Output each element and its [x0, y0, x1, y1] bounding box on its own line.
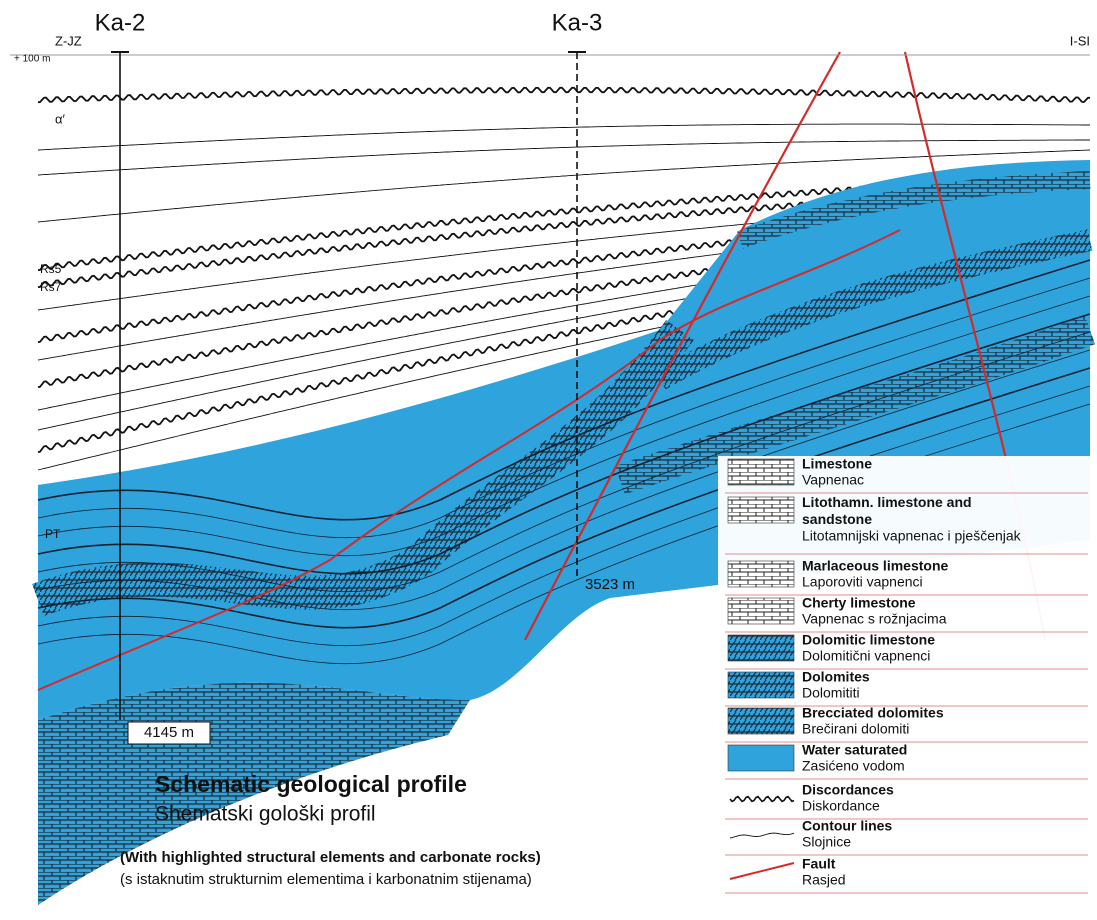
- legend-swatch: [727, 458, 795, 486]
- fault: [524, 51, 841, 641]
- contour-line: [37, 331, 1091, 593]
- legend-name: Discordances: [802, 782, 894, 798]
- legend-swatch: [727, 634, 795, 662]
- legend-local: Litotamnijski vapnenac i pješčenjak: [802, 528, 1022, 544]
- legend-local: Rasjed: [802, 872, 846, 888]
- legend-name: Marlaceous limestone: [802, 558, 948, 574]
- contour-line: [37, 139, 1090, 176]
- contour-line: [37, 313, 1091, 575]
- contour-line: [37, 123, 1090, 151]
- legend-swatch: [727, 707, 795, 735]
- legend-local: Laporoviti vapnenci: [802, 574, 923, 590]
- legend-name-part: sandstone: [802, 511, 872, 527]
- subtitle: (With highlighted structural elements an…: [120, 849, 541, 866]
- fault: [37, 229, 901, 691]
- legend-name: Limestone: [802, 456, 872, 472]
- legend-swatch: [729, 832, 795, 839]
- legend-swatch: [727, 597, 795, 625]
- direction: Z-JZ: [55, 33, 82, 48]
- legend-name: Dolomitic limestone: [802, 632, 935, 648]
- legend-swatch: [727, 744, 795, 772]
- contour-line: [37, 149, 1091, 223]
- legend-name: Brecciated dolomites: [802, 705, 944, 721]
- legend-name: Cherty limestone: [802, 595, 916, 611]
- well-depth: 4145 m: [144, 724, 194, 741]
- contour-line: [37, 349, 1091, 611]
- title: Schematic geological profile: [155, 771, 467, 797]
- legend-swatch: [727, 560, 795, 588]
- contour-line: [37, 295, 1091, 557]
- legend-swatch: [727, 671, 795, 699]
- depth-box: [127, 721, 211, 745]
- legend-name: Contour lines: [802, 818, 892, 834]
- legend-local: Slojnice: [802, 834, 851, 850]
- legend-local: Diskordance: [802, 798, 880, 814]
- legend-name: Fault: [802, 856, 836, 872]
- legend-local: Brečirani dolomiti: [802, 721, 909, 737]
- legend-local: Dolomititi: [802, 685, 860, 701]
- legend-name: Dolomites: [802, 669, 870, 685]
- legend-swatch: [729, 862, 795, 880]
- limestone-band: [736, 171, 1091, 249]
- legend-local: Vapnenac: [802, 472, 864, 488]
- contour-line: [37, 277, 1091, 539]
- legend-name: Litothamn. limestone and sandstone: [802, 494, 972, 527]
- legend-name-part: Litothamn. limestone and: [802, 494, 972, 510]
- legend-local: Zasićeno vodom: [802, 758, 905, 774]
- horizon: PT: [45, 527, 61, 541]
- contour-line: [37, 259, 1091, 521]
- discordance: [37, 86, 1090, 104]
- elevation: + 100 m: [14, 54, 50, 65]
- direction: I-SI: [1070, 33, 1090, 48]
- legend-swatch: [727, 496, 795, 524]
- subtitle-local: (s istaknutim strukturnim elementima i k…: [120, 871, 532, 888]
- horizon: Rs5: [40, 262, 62, 276]
- title-local: Shematski gološki profil: [155, 803, 376, 826]
- horizon: Rs7: [40, 280, 62, 294]
- legend-name: Water saturated: [802, 742, 907, 758]
- horizon: α′: [55, 111, 66, 126]
- legend-local: Dolomitični vapnenci: [802, 648, 930, 664]
- well-name: Ka-2: [95, 9, 146, 36]
- well-depth: 3523 m: [585, 576, 635, 593]
- legend-local: Vapnenac s rožnjacima: [802, 611, 947, 627]
- legend-swatch: [729, 795, 795, 803]
- dolomite-band: [654, 229, 1093, 390]
- well-name: Ka-3: [552, 9, 603, 36]
